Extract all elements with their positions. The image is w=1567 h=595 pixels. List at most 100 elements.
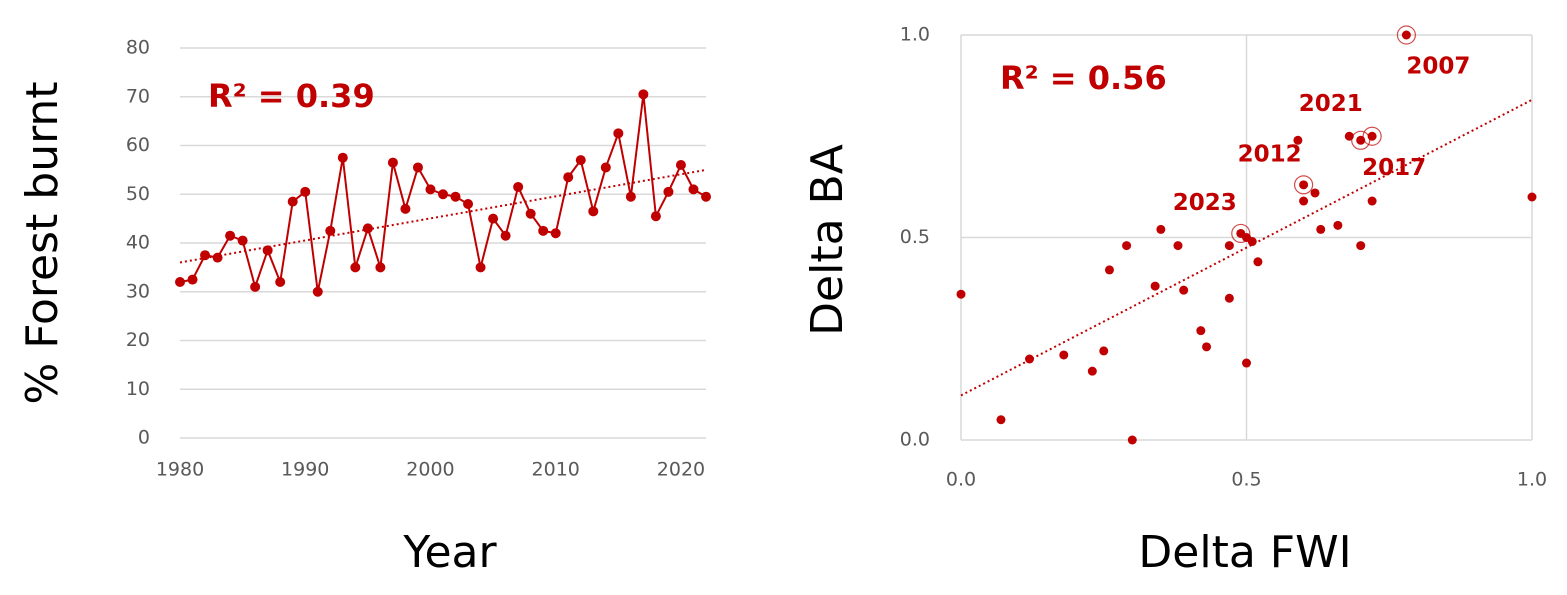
data-point (538, 225, 549, 236)
data-point (212, 252, 223, 263)
y-tick-label: 1.0 (900, 24, 930, 46)
data-point (1401, 30, 1411, 40)
data-point (1224, 241, 1234, 251)
y-tick-label: 0.0 (900, 429, 930, 451)
data-point (237, 235, 248, 246)
data-point (200, 250, 211, 261)
data-point (463, 199, 474, 209)
data-point (1333, 220, 1343, 230)
data-point (350, 262, 361, 273)
data-point (1293, 135, 1303, 145)
data-point (525, 208, 536, 219)
data-point (1253, 257, 1263, 267)
y-tick-label: 70 (126, 85, 150, 107)
data-point (500, 230, 511, 241)
x-tick-label: 2010 (532, 459, 580, 481)
data-point (450, 191, 461, 202)
data-point (550, 228, 561, 239)
data-point (1059, 350, 1069, 360)
data-point (588, 206, 599, 217)
data-point (1299, 180, 1309, 190)
data-point (956, 289, 966, 299)
r-squared: R² = 0.56 (1000, 59, 1167, 97)
data-point (1127, 435, 1137, 445)
data-point (625, 191, 636, 202)
data-point (425, 184, 436, 195)
x-tick-label: 0.0 (946, 469, 976, 491)
data-point (1527, 192, 1537, 202)
data-point (275, 277, 286, 287)
data-point (412, 162, 423, 173)
data-point (1173, 241, 1183, 251)
data-point (1099, 346, 1109, 356)
data-point (650, 211, 661, 222)
data-point (387, 157, 398, 168)
highlight-ring (1396, 25, 1416, 45)
data-point (996, 415, 1006, 425)
year-label: 2021 (1299, 91, 1363, 117)
data-point (600, 162, 611, 173)
data-point (1202, 342, 1212, 352)
data-point (375, 262, 386, 273)
year-label: 2017 (1362, 155, 1426, 181)
data-point (312, 286, 323, 297)
data-point (613, 128, 624, 139)
highlight-ring (1362, 126, 1382, 146)
x-axis-title: Delta FWI (1138, 527, 1351, 578)
data-point (575, 155, 586, 166)
data-point (1025, 354, 1035, 364)
data-point (638, 89, 649, 100)
data-point (688, 184, 699, 195)
y-tick-label: 20 (126, 329, 150, 351)
x-tick-label: 2000 (406, 459, 454, 481)
data-point (675, 160, 686, 170)
data-point (1179, 285, 1189, 295)
highlight-ring (1351, 130, 1371, 150)
data-point (513, 181, 524, 192)
data-point (187, 274, 198, 285)
year-label: 2012 (1238, 141, 1302, 167)
data-point (225, 230, 236, 241)
y-tick-label: 50 (126, 183, 150, 205)
highlight-ring (1293, 175, 1314, 195)
y-tick-label: 30 (126, 280, 150, 302)
x-tick-label: 1.0 (1517, 469, 1547, 491)
data-point (1087, 366, 1097, 376)
data-point (300, 186, 311, 197)
data-point (1247, 237, 1257, 247)
trend-line (960, 98, 1533, 397)
data-point (362, 223, 373, 234)
data-point (287, 196, 298, 207)
x-tick-label: 0.5 (1231, 469, 1261, 491)
data-point (1122, 241, 1132, 251)
data-point (1356, 241, 1366, 251)
y-tick-label: 10 (126, 378, 150, 400)
y-tick-label: 60 (126, 134, 150, 156)
trend-line (179, 168, 707, 264)
data-point (400, 203, 411, 214)
data-point (1367, 196, 1377, 206)
year-label: 2023 (1173, 190, 1237, 216)
r-squared: R² = 0.39 (208, 77, 375, 115)
data-point (175, 277, 185, 287)
data-point (663, 186, 674, 197)
data-point (1299, 196, 1309, 206)
highlight-ring (1231, 223, 1251, 244)
y-tick-label: 0.5 (900, 226, 930, 248)
data-point (1196, 326, 1206, 336)
data-point (1104, 265, 1114, 275)
data-point (325, 225, 336, 236)
data-point (1316, 224, 1326, 234)
y-tick-label: 0 (138, 427, 150, 449)
y-axis-title: Delta BA (802, 144, 853, 336)
y-tick-label: 80 (126, 37, 150, 59)
data-point (1310, 188, 1320, 198)
x-tick-label: 2020 (657, 459, 705, 481)
x-tick-label: 1980 (156, 459, 204, 481)
data-point (438, 189, 448, 200)
data-point (262, 245, 273, 256)
data-point (563, 172, 574, 183)
data-point (1242, 358, 1251, 368)
data-point (1156, 224, 1166, 234)
